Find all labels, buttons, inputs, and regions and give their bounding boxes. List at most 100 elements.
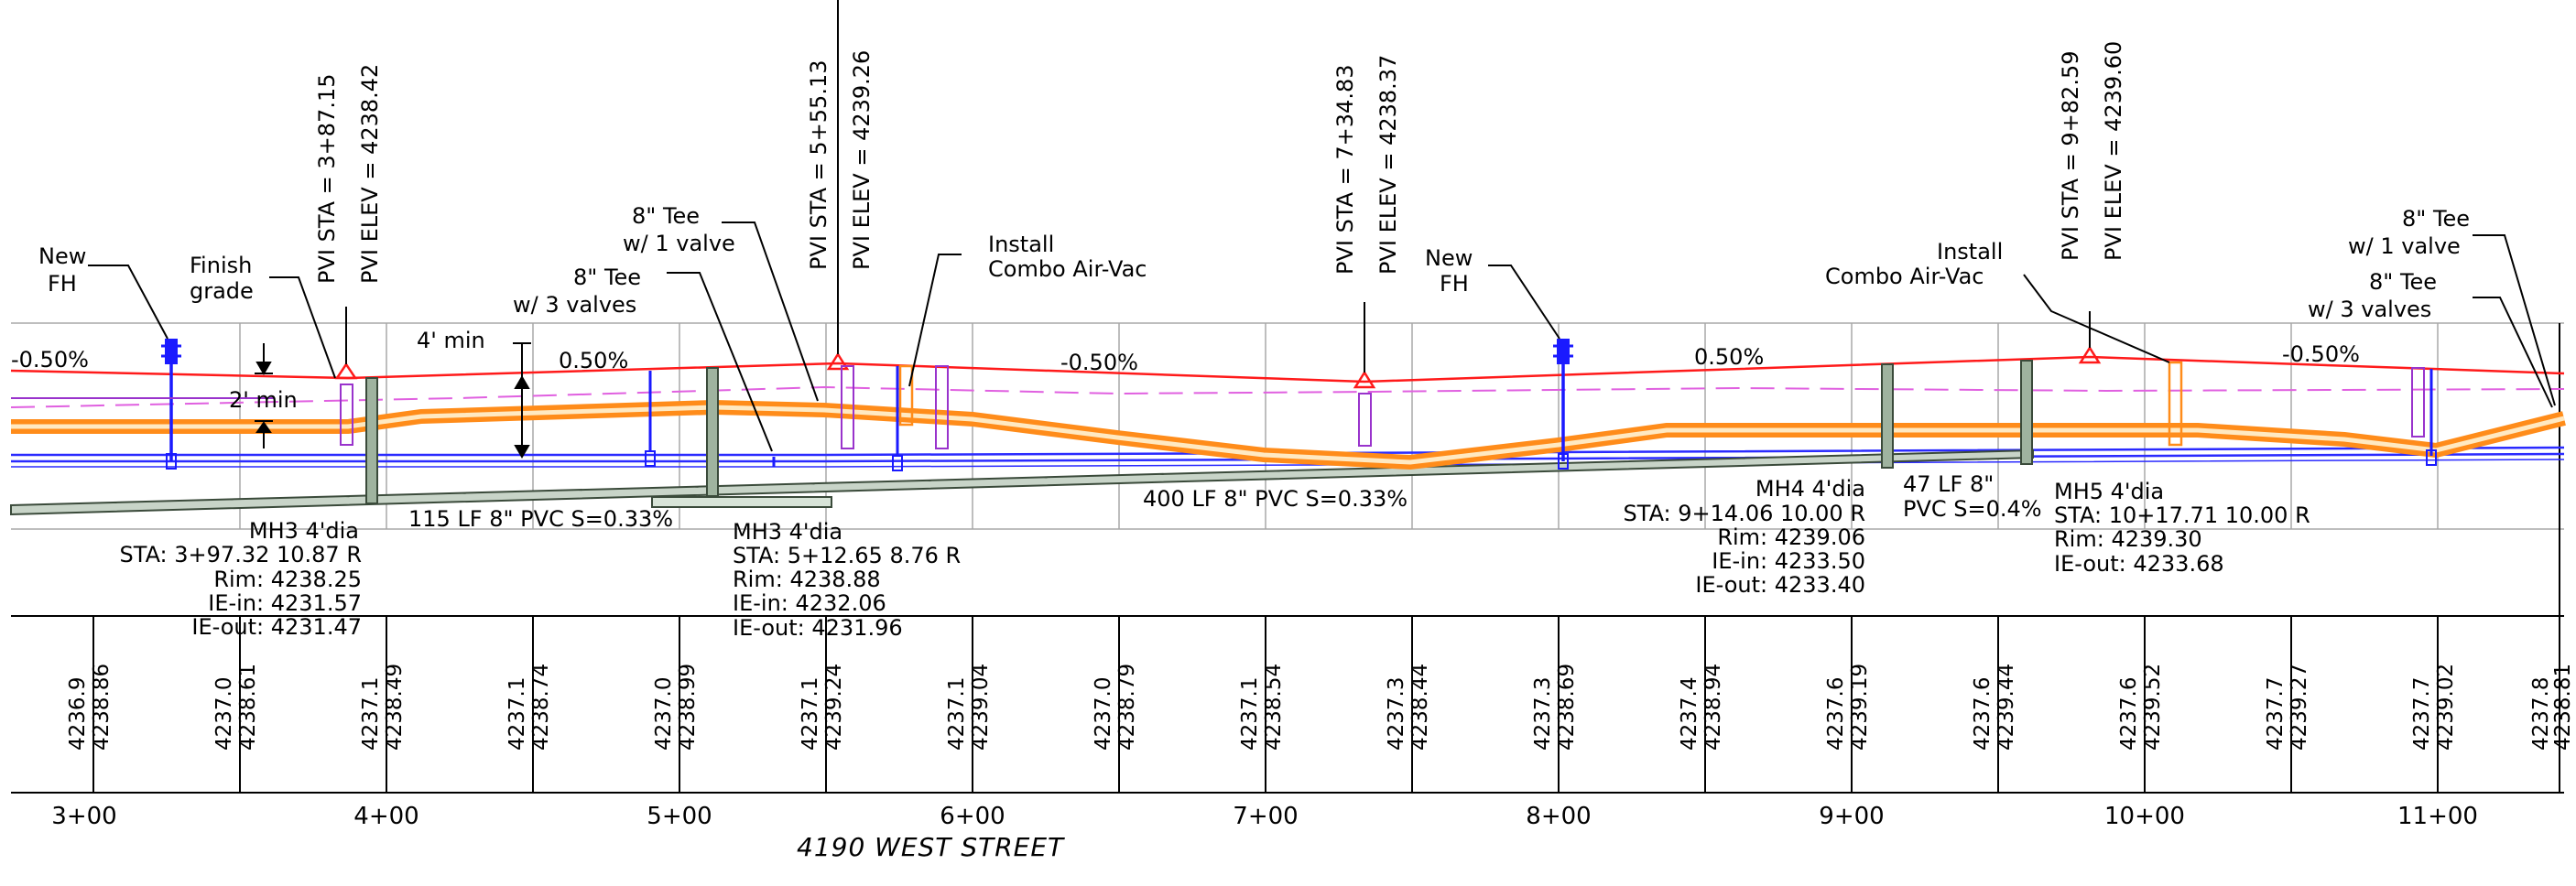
elevation-proposed: 4239.24: [822, 664, 846, 751]
air-vac-label: Install: [1937, 239, 2003, 265]
station-label: 8+00: [1526, 803, 1591, 830]
manhole-sta: STA: 5+12.65 8.76 R: [733, 543, 961, 568]
manhole-ie-out: IE-out: 4233.40: [1695, 572, 1865, 598]
tee-one-valve-label: 8" Tee: [2402, 206, 2470, 232]
station-label: 7+00: [1233, 803, 1298, 830]
elevation-existing: 4237.1: [1238, 677, 1262, 751]
station-label: 3+00: [51, 803, 116, 830]
tee-three-valves-label: 8" Tee: [573, 265, 641, 290]
callout-leaders: [88, 222, 2556, 452]
manhole-sta: STA: 3+97.32 10.87 R: [120, 542, 362, 567]
service-risers: [645, 366, 2437, 471]
station-labels: 3+00 4+00 5+00 6+00 7+00 8+00 9+00 10+00…: [51, 803, 2478, 830]
street-title: 4190 WEST STREET: [797, 832, 1065, 862]
manhole-data-mh3-b: MH3 4'dia STA: 5+12.65 8.76 R Rim: 4238.…: [733, 519, 961, 641]
hydrant-icon: [165, 339, 178, 364]
manhole-mh3-b: [706, 367, 719, 497]
manhole-ie-in: IE-in: 4233.50: [1712, 548, 1865, 574]
dimension-markers: [255, 342, 531, 459]
valve-box: [1358, 393, 1372, 447]
manhole-footing: [651, 496, 832, 508]
elevation-existing: 4237.3: [1531, 677, 1555, 751]
elevation-proposed: 4238.99: [676, 664, 700, 751]
elevation-table: [11, 323, 2564, 794]
tee-one-valve-label: w/ 1 valve: [623, 231, 735, 256]
grade-label: -0.50%: [1060, 350, 1138, 375]
manhole-data-mh5: MH5 4'dia STA: 10+17.71 10.00 R Rim: 423…: [2054, 479, 2310, 577]
pvi-elev-label: PVI ELEV = 4239.60: [2101, 41, 2126, 261]
air-vac-label: Combo Air-Vac: [1825, 264, 1984, 289]
pvi-triangle: [334, 362, 358, 380]
manhole-sta: STA: 9+14.06 10.00 R: [1624, 501, 1865, 526]
pvi-triangle: [826, 351, 850, 371]
finish-grade-label: grade: [190, 278, 254, 304]
valve-box: [935, 365, 949, 449]
finish-grade-line: [10, 355, 2565, 384]
pvi-sta-label: PVI STA = 9+82.59: [2058, 51, 2083, 262]
manhole-title: MH3 4'dia: [249, 518, 359, 544]
new-fh-label: FH: [1440, 271, 1469, 297]
new-fh-label: New: [38, 243, 86, 269]
manhole-rim: Rim: 4238.88: [733, 567, 881, 592]
pvi-sta-label: PVI STA = 5+55.13: [806, 60, 831, 271]
manhole-title: MH3 4'dia: [733, 519, 842, 545]
manhole-ie-in: IE-in: 4232.06: [733, 590, 886, 616]
elevation-proposed: 4238.79: [1115, 664, 1139, 751]
grade-label: 0.50%: [1694, 344, 1764, 370]
pipe-label: 115 LF 8" PVC S=0.33%: [408, 506, 673, 532]
manhole-mh3-a: [365, 377, 378, 504]
elevation-proposed: 4238.54: [1262, 664, 1286, 751]
air-vac-valve: [2168, 361, 2183, 447]
pvi-elev-label: PVI ELEV = 4238.37: [1375, 55, 1401, 275]
hydrant-icon: [1557, 339, 1570, 364]
elevation-proposed: 4238.69: [1555, 664, 1579, 751]
manhole-rim: Rim: 4239.06: [1717, 524, 1865, 550]
pipe-label: 400 LF 8" PVC S=0.33%: [1143, 486, 1408, 512]
manhole-data-mh4: MH4 4'dia STA: 9+14.06 10.00 R Rim: 4239…: [1624, 476, 1865, 598]
elevation-proposed: 4238.81: [2551, 664, 2575, 751]
fire-hydrant-1: [161, 339, 181, 470]
elevation-proposed: 4239.04: [969, 664, 993, 751]
pvi-triangle: [2078, 345, 2102, 364]
grade-labels: -0.50% 0.50% -0.50% 0.50% -0.50%: [11, 341, 2360, 375]
tee-one-valve-label: w/ 1 valve: [2348, 233, 2461, 259]
valve-box: [841, 365, 854, 449]
elevation-existing: 4237.6: [1824, 677, 1848, 751]
pipe-labels: 115 LF 8" PVC S=0.33% 400 LF 8" PVC S=0.…: [408, 471, 2042, 532]
pvi-markers: [334, 345, 2102, 389]
elevation-proposed: 4239.19: [1848, 664, 1872, 751]
elevation-proposed: 4238.94: [1701, 664, 1725, 751]
valve-box: [2411, 367, 2425, 438]
elevation-existing: 4237.4: [1678, 677, 1701, 751]
elevation-existing: 4237.7: [2410, 677, 2434, 751]
elevation-existing: 4237.0: [1092, 677, 1115, 751]
elevation-existing: 4237.0: [652, 677, 676, 751]
pvi-elev-label: PVI ELEV = 4239.26: [849, 50, 875, 270]
grade-label: -0.50%: [11, 347, 89, 373]
two-min-label: 2' min: [229, 387, 298, 413]
pvi-triangle: [1353, 370, 1376, 389]
station-label: 11+00: [2397, 803, 2478, 830]
elevation-proposed: 4238.49: [383, 664, 407, 751]
elevation-existing: 4237.8: [2529, 677, 2553, 751]
elevation-proposed: 4238.74: [529, 664, 553, 751]
valve-boxes: [11, 365, 2425, 449]
elevation-labels: 4236.9 4238.86 4237.0 4238.61 4237.1 423…: [66, 664, 2575, 751]
grade-label: -0.50%: [2282, 341, 2360, 367]
pvi-sta-label: PVI STA = 7+34.83: [1332, 65, 1358, 276]
existing-ground-line: [10, 385, 2565, 408]
pvi-sta-label: PVI STA = 3+87.15: [314, 74, 340, 285]
manhole-rim: Rim: 4239.30: [2054, 526, 2202, 552]
sewer-pipe: [11, 452, 2565, 463]
four-min-label: 4' min: [417, 328, 485, 353]
valve-box: [340, 384, 353, 446]
tee-three-valves-label: w/ 3 valves: [2308, 297, 2431, 322]
elevation-existing: 4237.6: [2117, 677, 2141, 751]
manhole-title: MH4 4'dia: [1755, 476, 1865, 502]
manhole-ie-out: IE-out: 4231.47: [191, 614, 362, 640]
pipe-label: PVC S=0.4%: [1903, 496, 2042, 522]
pvi-leaders: [345, 0, 2091, 373]
grade-label: 0.50%: [559, 348, 628, 373]
pipe-label: 47 LF 8": [1903, 471, 1994, 497]
